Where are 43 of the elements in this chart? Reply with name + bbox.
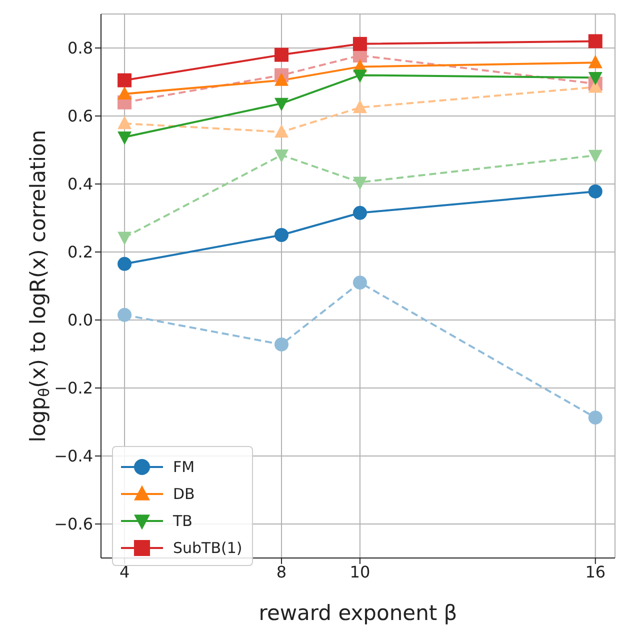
- point: [352, 276, 367, 290]
- point: [118, 308, 132, 322]
- y-tick-label: −0.2: [54, 378, 93, 398]
- x-tick-label: 10: [350, 562, 370, 582]
- y-tick-label: 0.2: [68, 242, 93, 262]
- point: [274, 150, 288, 163]
- point: [118, 116, 132, 130]
- point: [118, 86, 132, 100]
- legend-label: SubTB(1): [173, 538, 242, 556]
- y-tick-label: −0.6: [54, 514, 93, 534]
- point: [274, 228, 288, 242]
- legend-label: TB: [173, 512, 192, 530]
- y-tick-label: 0.8: [68, 38, 93, 58]
- point: [588, 184, 602, 198]
- point: [352, 176, 367, 190]
- point: [274, 337, 288, 352]
- legend-label: DB: [173, 484, 195, 502]
- point: [588, 410, 602, 425]
- point: [588, 34, 602, 48]
- point: [352, 206, 367, 220]
- point: [118, 131, 132, 145]
- x-tick-label: 4: [119, 562, 130, 582]
- point: [588, 150, 602, 164]
- y-tick-label: 0.4: [68, 174, 93, 194]
- point: [274, 98, 288, 112]
- point: [352, 100, 367, 114]
- point: [274, 48, 288, 62]
- point: [118, 256, 132, 271]
- point: [352, 70, 367, 83]
- point: [352, 36, 367, 51]
- y-tick-label: 0.6: [68, 106, 93, 126]
- legend-label: FM: [173, 458, 195, 476]
- point: [274, 72, 288, 86]
- point: [118, 232, 132, 246]
- x-tick-label: 16: [585, 562, 606, 582]
- point: [118, 73, 132, 88]
- point: [588, 72, 602, 86]
- point: [588, 54, 602, 68]
- x-axis-title: reward exponent β: [258, 601, 458, 625]
- y-tick-label: 0.0: [68, 310, 93, 330]
- y-tick-label: −0.4: [54, 446, 93, 466]
- x-tick-label: 8: [276, 562, 287, 582]
- point: [274, 124, 288, 138]
